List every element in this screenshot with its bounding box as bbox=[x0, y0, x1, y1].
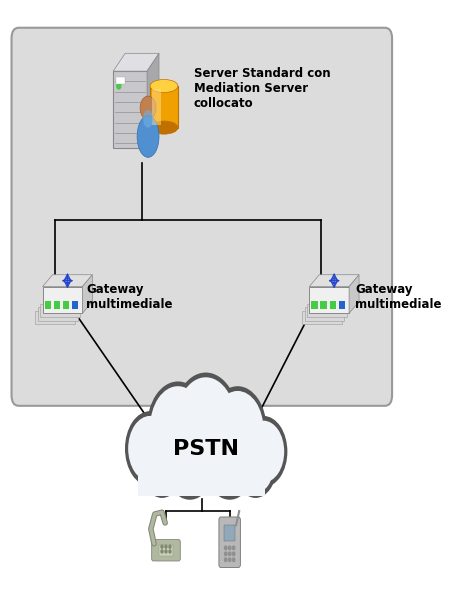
Circle shape bbox=[238, 440, 274, 493]
FancyBboxPatch shape bbox=[72, 301, 78, 308]
Text: PSTN: PSTN bbox=[173, 439, 239, 458]
FancyBboxPatch shape bbox=[150, 86, 178, 128]
Circle shape bbox=[169, 550, 171, 553]
Circle shape bbox=[233, 552, 235, 556]
Circle shape bbox=[125, 411, 175, 486]
Circle shape bbox=[239, 416, 288, 487]
FancyBboxPatch shape bbox=[339, 301, 345, 308]
Circle shape bbox=[167, 426, 213, 495]
FancyBboxPatch shape bbox=[40, 304, 80, 317]
FancyBboxPatch shape bbox=[159, 545, 173, 556]
FancyBboxPatch shape bbox=[43, 287, 82, 313]
Circle shape bbox=[212, 391, 264, 468]
FancyBboxPatch shape bbox=[219, 517, 240, 568]
FancyBboxPatch shape bbox=[152, 539, 180, 561]
Ellipse shape bbox=[143, 110, 153, 128]
Circle shape bbox=[164, 421, 216, 500]
FancyBboxPatch shape bbox=[113, 71, 147, 148]
Circle shape bbox=[225, 552, 227, 556]
Circle shape bbox=[141, 435, 183, 498]
Circle shape bbox=[140, 96, 156, 120]
Polygon shape bbox=[113, 53, 159, 71]
FancyBboxPatch shape bbox=[117, 77, 125, 84]
FancyBboxPatch shape bbox=[63, 301, 69, 308]
Circle shape bbox=[229, 558, 231, 562]
Circle shape bbox=[229, 552, 231, 556]
Circle shape bbox=[161, 550, 163, 553]
Circle shape bbox=[234, 435, 277, 498]
Circle shape bbox=[208, 386, 267, 473]
Circle shape bbox=[243, 421, 284, 482]
Text: Gateway
multimediale: Gateway multimediale bbox=[86, 283, 173, 311]
Circle shape bbox=[117, 83, 121, 89]
FancyBboxPatch shape bbox=[320, 301, 327, 308]
Circle shape bbox=[161, 545, 163, 548]
Circle shape bbox=[147, 382, 209, 474]
Circle shape bbox=[233, 558, 235, 562]
Ellipse shape bbox=[137, 116, 159, 157]
Polygon shape bbox=[309, 275, 359, 287]
Circle shape bbox=[165, 550, 167, 553]
Circle shape bbox=[229, 546, 231, 550]
FancyBboxPatch shape bbox=[311, 301, 318, 308]
Polygon shape bbox=[43, 275, 92, 287]
FancyBboxPatch shape bbox=[224, 525, 235, 541]
Circle shape bbox=[165, 545, 167, 548]
Circle shape bbox=[173, 373, 239, 471]
Circle shape bbox=[176, 377, 236, 466]
FancyBboxPatch shape bbox=[329, 301, 336, 308]
FancyBboxPatch shape bbox=[36, 311, 75, 324]
FancyBboxPatch shape bbox=[38, 307, 77, 320]
FancyBboxPatch shape bbox=[309, 287, 349, 313]
FancyBboxPatch shape bbox=[305, 307, 344, 320]
FancyBboxPatch shape bbox=[152, 89, 162, 125]
Text: Gateway
multimediale: Gateway multimediale bbox=[355, 283, 441, 311]
Circle shape bbox=[144, 440, 180, 493]
Circle shape bbox=[128, 416, 172, 481]
FancyBboxPatch shape bbox=[302, 311, 342, 324]
Circle shape bbox=[207, 426, 253, 495]
Circle shape bbox=[169, 545, 171, 548]
Polygon shape bbox=[349, 275, 359, 313]
FancyBboxPatch shape bbox=[12, 28, 392, 406]
FancyBboxPatch shape bbox=[54, 301, 60, 308]
Text: Server Standard con
Mediation Server
collocato: Server Standard con Mediation Server col… bbox=[194, 67, 330, 110]
FancyBboxPatch shape bbox=[307, 304, 346, 317]
FancyBboxPatch shape bbox=[138, 461, 266, 496]
Circle shape bbox=[225, 546, 227, 550]
Polygon shape bbox=[147, 53, 159, 148]
Circle shape bbox=[233, 546, 235, 550]
Circle shape bbox=[150, 386, 206, 469]
Ellipse shape bbox=[150, 121, 178, 134]
FancyBboxPatch shape bbox=[45, 301, 51, 308]
Circle shape bbox=[225, 558, 227, 562]
Circle shape bbox=[203, 421, 256, 500]
Polygon shape bbox=[82, 275, 92, 313]
Ellipse shape bbox=[150, 79, 178, 92]
